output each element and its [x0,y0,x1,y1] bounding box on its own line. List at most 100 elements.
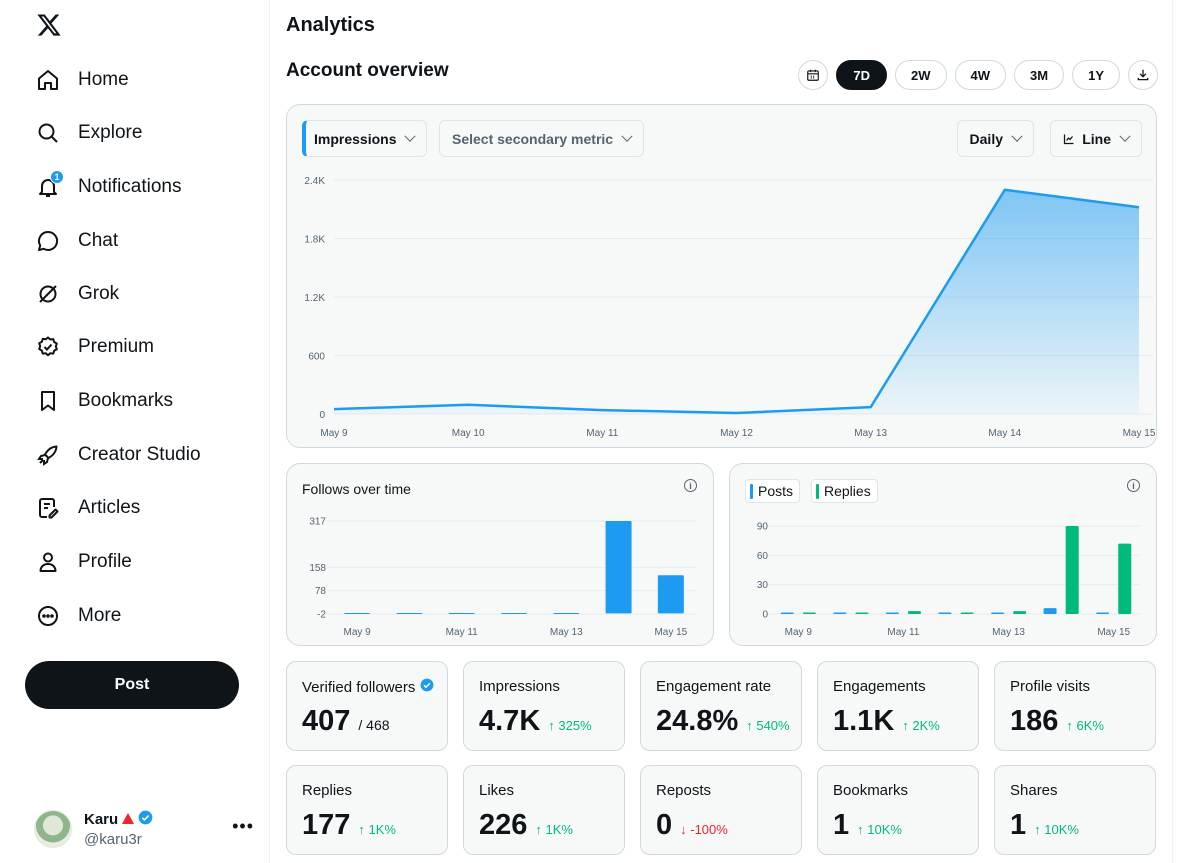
info-icon[interactable]: i [1127,479,1140,492]
avatar [34,810,72,848]
stat-label-text: Replies [302,782,353,799]
secondary-metric-dropdown[interactable]: Select secondary metric [439,120,645,157]
stat-label-text: Profile visits [1010,678,1091,695]
range-7d[interactable]: 7D [836,60,888,90]
article-icon [34,494,62,522]
stat-value: 186 [1010,705,1059,737]
stat-value-row: 407 / 468 [302,705,390,738]
x-tick-label: May 9 [785,627,813,638]
stat-value-row: 186 ↑ 6K% [1010,705,1104,738]
x-tick-label: May 9 [320,428,348,439]
y-tick-label: 1.8K [304,235,325,246]
stat-change: ↑ 540% [746,718,790,733]
legend-label: Posts [758,483,794,499]
stat-change: ↑ 325% [548,718,592,733]
stat-card-impressions[interactable]: Impressions 4.7K ↑ 325% [463,661,625,751]
post-button[interactable]: Post [25,661,239,709]
sidebar-item-explore[interactable]: Explore [34,113,142,153]
sidebar-item-label: Explore [78,122,143,143]
impressions-series-line [333,188,1140,415]
account-name: Karu [84,811,119,828]
stat-card-reposts[interactable]: Reposts 0 ↓ -100% [640,765,802,855]
stat-card-bookmarks[interactable]: Bookmarks 1 ↑ 10K% [817,765,979,855]
bar-follows [605,521,632,614]
stat-card-engagement-rate[interactable]: Engagement rate 24.8% ↑ 540% [640,661,802,751]
sidebar-item-label: Notifications [78,176,182,197]
stat-card-shares[interactable]: Shares 1 ↑ 10K% [994,765,1156,855]
more-dots-icon[interactable]: ••• [232,816,254,836]
download-icon[interactable] [1128,60,1158,90]
stat-value: 0 [656,809,673,841]
bar-replies [802,612,816,614]
stat-card-replies[interactable]: Replies 177 ↑ 1K% [286,765,448,855]
primary-metric-label: Impressions [314,130,397,147]
sidebar-item-label: Profile [78,551,132,572]
stat-change: ↑ 6K% [1066,718,1104,733]
verified-badge-icon [420,678,434,696]
legend-posts[interactable]: Posts [745,479,801,503]
bar-replies [960,612,974,614]
stat-value-row: 1 ↑ 10K% [833,809,902,842]
stat-change: ↑ 1K% [535,822,573,837]
stat-card-profile-visits[interactable]: Profile visits 186 ↑ 6K% [994,661,1156,751]
chat-icon [34,227,62,255]
sidebar-item-profile[interactable]: Profile [34,542,132,582]
posts-replies-bar-chart: 90 60 30 0 May 9 May 11 May 13 May 15 [757,522,1140,638]
info-icon[interactable]: i [684,479,697,492]
stat-card-engagements[interactable]: Engagements 1.1K ↑ 2K% [817,661,979,751]
bar-replies [1118,543,1132,614]
stat-label: Replies [302,782,352,799]
sidebar-item-label: Home [78,69,129,90]
card-title: Follows over time [302,481,411,497]
bell-icon: 1 [34,170,64,201]
range-2w[interactable]: 2W [895,60,947,90]
stat-value: 4.7K [479,705,541,737]
x-logo-icon[interactable] [36,12,62,38]
sidebar: Home Explore 1 Notifications Chat Grok P… [0,0,270,863]
sidebar-item-label: Premium [78,336,155,357]
stat-label: Impressions [479,678,560,695]
sidebar-item-notifications[interactable]: 1 Notifications [34,167,182,207]
stat-card-verified-followers[interactable]: Verified followers 407 / 468 [286,661,448,751]
verified-badge-icon [138,810,153,829]
sidebar-item-chat[interactable]: Chat [34,221,118,261]
y-tick-label: 60 [757,551,769,562]
bar-posts [1096,612,1110,614]
stat-card-likes[interactable]: Likes 226 ↑ 1K% [463,765,625,855]
sidebar-item-creator-studio[interactable]: Creator Studio [34,435,201,475]
sidebar-item-articles[interactable]: Articles [34,488,140,528]
range-1y[interactable]: 1Y [1072,60,1120,90]
more-circle-icon [34,602,62,630]
y-tick-label: 1.2K [304,293,325,304]
sidebar-item-grok[interactable]: Grok [34,274,119,314]
stat-value: 407 [302,705,351,737]
bookmark-icon [34,387,62,415]
account-switcher[interactable]: Karu @karu3r ••• [34,806,260,852]
warning-triangle-icon [122,811,135,828]
sidebar-item-label: Bookmarks [78,390,174,411]
legend-replies[interactable]: Replies [811,479,878,503]
sidebar-item-home[interactable]: Home [34,60,129,100]
sidebar-item-bookmarks[interactable]: Bookmarks [34,381,173,421]
sidebar-item-premium[interactable]: Premium [34,327,154,367]
stat-label-text: Reposts [656,782,712,799]
stat-value: 24.8% [656,705,739,737]
calendar-icon[interactable] [798,60,829,90]
stat-value: 1.1K [833,705,895,737]
range-3m[interactable]: 3M [1014,60,1065,90]
primary-metric-dropdown[interactable]: Impressions [302,120,428,157]
stat-value-row: 4.7K ↑ 325% [479,705,592,738]
bar-posts [1043,608,1057,614]
chart-type-dropdown[interactable]: Line [1050,120,1142,157]
range-4w[interactable]: 4W [954,60,1007,90]
y-tick-label: 158 [309,563,326,574]
bar-replies [1065,526,1079,614]
sidebar-item-more[interactable]: More [34,596,121,636]
x-tick-label: May 9 [344,627,372,638]
granularity-dropdown[interactable]: Daily [956,120,1034,157]
y-tick-label: 0 [762,610,768,621]
bar-follows [657,575,684,614]
range-selector: 7D 2W 4W 3M 1Y [798,60,1158,90]
grok-icon [34,280,62,308]
stat-label-text: Engagement rate [656,678,772,695]
